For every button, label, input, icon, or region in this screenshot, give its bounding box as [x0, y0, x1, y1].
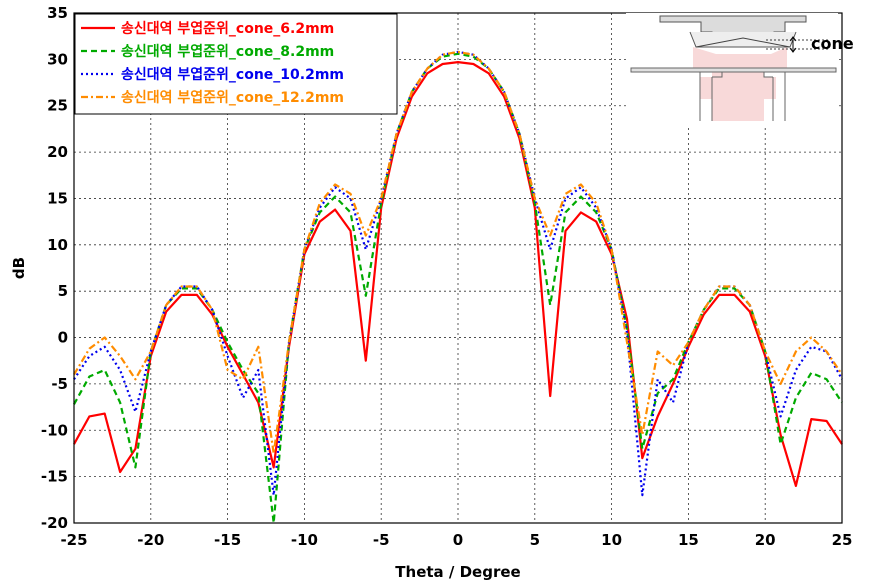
legend-entry-4: 송신대역 부엽준위_cone_12.2mm	[121, 89, 344, 106]
y-tick-label: 0	[58, 329, 68, 347]
y-tick-label: -10	[41, 421, 68, 439]
cone-inset-diagram: cone	[626, 13, 854, 125]
y-tick-labels: -20 -15 -10 -5 0 5 10 15 20 25 30 35	[41, 4, 68, 532]
legend-box	[74, 13, 398, 115]
x-tick-label: -25	[60, 531, 87, 549]
x-tick-labels: -25 -20 -15 -10 -5 0 5 10 15 20 25	[60, 531, 852, 549]
plot-frame	[73, 12, 843, 524]
x-tick-label: 20	[755, 531, 776, 549]
x-axis-label: Theta / Degree	[395, 563, 520, 581]
cone-shape	[695, 37, 791, 48]
horn-body-shading	[693, 47, 787, 121]
x-tick-label: 5	[530, 531, 540, 549]
legend-entry-1: 송신대역 부엽준위_cone_6.2mm	[121, 20, 334, 37]
y-tick-label: 5	[58, 282, 68, 300]
x-tick-label: -10	[291, 531, 318, 549]
y-tick-label: -5	[51, 375, 68, 393]
x-tick-label: -5	[373, 531, 390, 549]
legend-entry-3: 송신대역 부엽준위_cone_10.2mm	[121, 66, 344, 83]
y-tick-label: 10	[47, 236, 68, 254]
y-tick-label: -20	[41, 514, 68, 532]
y-tick-label: 30	[47, 50, 68, 68]
y-tick-label: 35	[47, 4, 68, 22]
legend-entry-2: 송신대역 부엽준위_cone_8.2mm	[121, 43, 334, 60]
series-line-1	[73, 60, 843, 487]
x-tick-label: -15	[214, 531, 241, 549]
x-tick-label: 0	[453, 531, 463, 549]
y-tick-label: -15	[41, 468, 68, 486]
x-tick-label: 10	[601, 531, 622, 549]
horn-waveguide	[699, 69, 786, 121]
legend: 송신대역 부엽준위_cone_6.2mm 송신대역 부엽준위_cone_8.2mm…	[74, 13, 398, 115]
cone-height-arrowheads	[789, 36, 797, 53]
y-tick-label: 15	[47, 189, 68, 207]
ground-plane	[630, 67, 837, 73]
y-tick-label: 25	[47, 97, 68, 115]
x-tick-label: -20	[137, 531, 164, 549]
inset-cone-label: cone	[811, 34, 854, 53]
x-tick-label: 25	[832, 531, 853, 549]
x-tick-label: 15	[678, 531, 699, 549]
y-axis-label: dB	[10, 257, 28, 279]
y-tick-label: 20	[47, 143, 68, 161]
series-layer	[73, 50, 843, 525]
series-line-4	[73, 50, 843, 455]
